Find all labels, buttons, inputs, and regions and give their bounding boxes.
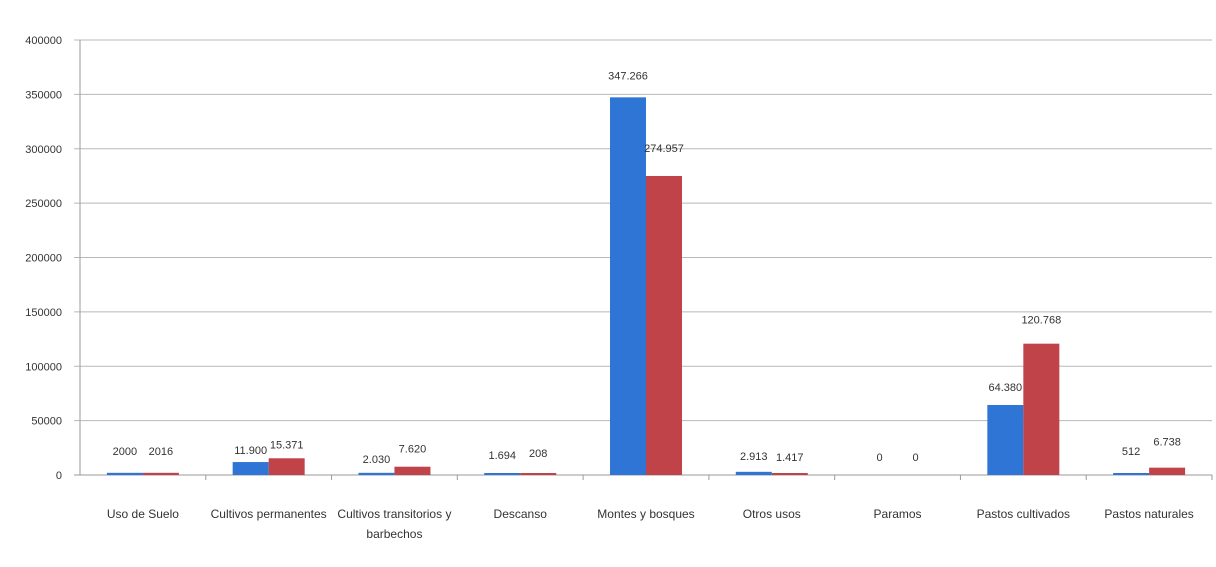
bar-series-2 — [394, 466, 431, 475]
data-label: 15.371 — [270, 439, 304, 451]
x-category-label: Montes y bosques — [597, 507, 694, 521]
x-category-label: Pastos cultivados — [977, 507, 1070, 521]
y-tick-label: 200000 — [25, 253, 62, 265]
data-label: 208 — [529, 448, 547, 460]
x-category-label: Paramos — [874, 507, 922, 521]
y-axis: 0 50000 100000 150000 200000 250000 300000 3500… — [25, 35, 81, 482]
x-category-label: Pastos naturales — [1104, 507, 1193, 521]
x-category-label: Cultivos transitorios y — [337, 507, 451, 521]
bar-series-2 — [646, 175, 682, 476]
y-tick-label: 250000 — [25, 198, 62, 210]
y-tick-label: 100000 — [25, 361, 62, 373]
data-label: 512 — [1122, 446, 1140, 458]
x-category-label: Descanso — [494, 507, 548, 521]
data-label: 0 — [876, 452, 882, 464]
bar-series-2 — [1149, 467, 1186, 475]
data-label: 6.738 — [1153, 437, 1181, 449]
data-label: 0 — [912, 452, 918, 464]
data-label: 2016 — [149, 446, 173, 458]
y-tick-label: 50000 — [31, 416, 62, 428]
bar-series-2 — [771, 473, 808, 475]
bar-series-1 — [484, 473, 521, 475]
bar-series-1 — [610, 97, 646, 475]
y-tick-label: 0 — [56, 470, 62, 482]
bar-series-2 — [520, 473, 557, 475]
bar-series-2 — [1023, 343, 1060, 475]
bar-series-1 — [358, 472, 395, 475]
data-label: 2.913 — [740, 451, 768, 463]
bar-series-2 — [268, 458, 305, 475]
data-label: 64.380 — [989, 382, 1023, 394]
bar-series-1 — [232, 462, 269, 475]
x-axis: Uso de Suelo Cultivos permanentes Cultivos… — [107, 475, 1213, 541]
x-category-label: barbechos — [366, 527, 422, 541]
x-category-label: Cultivos permanentes — [211, 507, 327, 521]
bar-series-1 — [106, 472, 143, 475]
data-label: 1.694 — [488, 450, 516, 462]
data-label: 2.030 — [363, 454, 391, 466]
bar-series-2 — [142, 472, 179, 475]
bars — [106, 97, 1186, 476]
bar-series-1 — [1113, 473, 1150, 475]
y-tick-label: 150000 — [25, 307, 62, 319]
data-labels: 2000 2016 11.900 15.371 2.030 7.620 1.694 208 34… — [113, 70, 1181, 465]
y-tick-label: 400000 — [25, 35, 62, 47]
data-label: 120.768 — [1021, 315, 1061, 327]
x-category-label: Otros usos — [743, 507, 801, 521]
data-label: 2000 — [113, 446, 137, 458]
data-label: 1.417 — [776, 452, 804, 464]
y-tick-label: 300000 — [25, 144, 62, 156]
data-label: 274.957 — [644, 143, 684, 155]
data-label: 11.900 — [234, 445, 267, 457]
bar-series-1 — [735, 471, 772, 475]
y-tick-label: 350000 — [25, 89, 62, 101]
x-category-label: Uso de Suelo — [107, 507, 179, 521]
bar-series-1 — [987, 404, 1024, 475]
data-label: 7.620 — [399, 444, 427, 456]
data-label: 347.266 — [608, 70, 648, 82]
